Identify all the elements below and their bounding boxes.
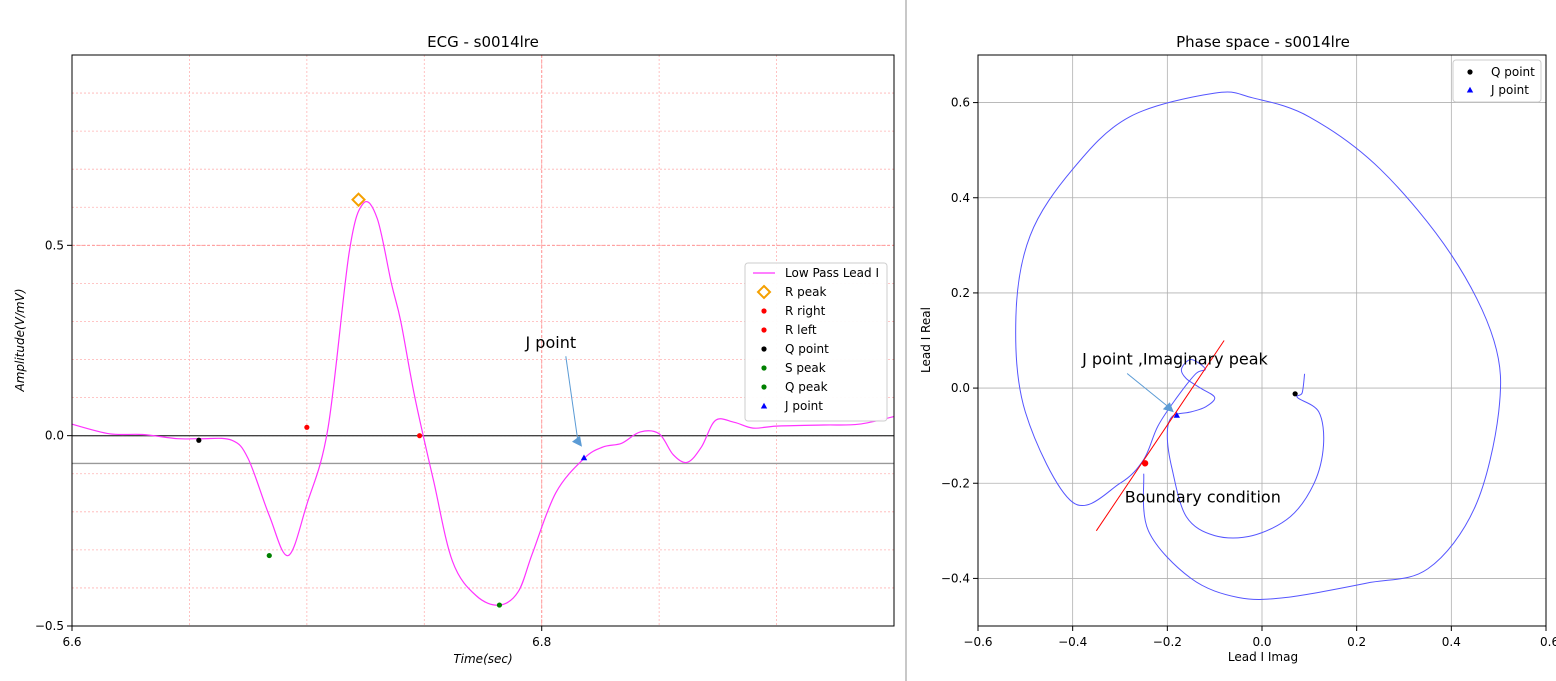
phase-title: Phase space - s0014lre (1176, 33, 1350, 51)
ecg-jpoint-annotation-text: J point (525, 333, 577, 352)
ecg-reference-lines (72, 434, 894, 465)
ecg-legend-swatch (761, 308, 767, 314)
ecg-marker-q-peak (496, 602, 503, 608)
phase-legend-swatch (1466, 86, 1474, 93)
phase-legend-box (1452, 59, 1542, 103)
ecg-legend-box (744, 262, 888, 422)
ecg-ylabel: Amplitude(V/mV) (13, 288, 27, 392)
ecg-xlabel: Time(sec) (453, 652, 512, 666)
phase-ytick-label: −0.2 (941, 476, 970, 490)
phase-xlabel: Lead I Imag (1228, 650, 1298, 664)
phase-marker-boundary-point (1141, 460, 1149, 467)
ecg-marker-q-point (196, 437, 202, 443)
ecg-ytick-label: 0.0 (45, 429, 64, 443)
phase-ytick-label: 0.6 (951, 96, 970, 110)
ecg-legend-swatch (761, 384, 767, 390)
ecg-legend-label: R peak (785, 285, 827, 299)
phase-xtick-label: 0.6 (1540, 635, 1556, 649)
phase-grid (978, 55, 1546, 626)
phase-legend-label: J point (1490, 83, 1529, 97)
ecg-title: ECG - s0014lre (427, 33, 539, 51)
phase-ytick-label: −0.4 (941, 571, 970, 585)
phase-xtick-label: 0.0 (1252, 635, 1271, 649)
phase-jpoint-annotation-text: J point ,Imaginary peak (1081, 350, 1268, 369)
phase-ytick-label: 0.4 (951, 191, 970, 205)
phase-boundary-annotation-text: Boundary condition (1125, 488, 1281, 507)
phase-annotations: J point ,Imaginary peak Boundary conditio… (1081, 350, 1281, 507)
ecg-signal-line (71, 201, 895, 606)
ecg-chart: ECG - s0014lre 6.6 6.8 0.5 0.0 −0.5 Time(se… (13, 33, 895, 666)
ecg-ytick-label: 0.5 (45, 238, 64, 252)
ecg-marker-j-point (580, 454, 588, 461)
boundary-line (1095, 340, 1225, 532)
phase-trajectory-line (1015, 91, 1502, 601)
ecg-legend-label: S peak (785, 361, 826, 375)
ecg-legend-label: J point (784, 399, 823, 413)
phase-xtick-label: −0.4 (1058, 635, 1087, 649)
ecg-y-ticks: 0.5 0.0 −0.5 (35, 238, 72, 633)
ecg-legend-label: Q peak (785, 380, 828, 394)
ecg-marker-r-peak (351, 192, 366, 208)
phase-marker-q-point (1292, 391, 1298, 397)
phase-x-ticks: −0.6 −0.4 −0.2 0.0 0.2 0.4 0.6 (963, 626, 1556, 649)
ecg-legend-swatch (756, 284, 772, 300)
phase-ytick-label: 0.2 (951, 286, 970, 300)
phase-ylabel: Lead I Real (919, 307, 933, 373)
ecg-legend: Low Pass Lead I R peak R right R left Q poin… (744, 262, 888, 422)
phase-xtick-label: −0.2 (1153, 635, 1182, 649)
ecg-legend-label: R right (785, 304, 826, 318)
phase-marker-j-point (1173, 412, 1180, 418)
phase-annotation-arrowhead (1162, 402, 1174, 413)
phase-xtick-label: 0.2 (1347, 635, 1366, 649)
phase-legend: Q point J point (1452, 59, 1542, 103)
ecg-annotation-arrowhead (571, 435, 582, 447)
ecg-markers (196, 192, 588, 608)
phase-markers (1141, 391, 1298, 467)
ecg-legend-swatch (761, 365, 767, 371)
ecg-annotation-arrow (565, 356, 579, 442)
ecg-legend-swatch (761, 327, 767, 333)
ecg-marker-r-left (416, 433, 423, 439)
ecg-marker-s-peak (266, 552, 272, 559)
phase-xtick-label: −0.6 (963, 635, 992, 649)
ecg-x-ticks: 6.6 6.8 (62, 626, 551, 649)
ecg-plot-frame (71, 54, 895, 627)
phase-ytick-label: 0.0 (951, 381, 970, 395)
ecg-annotation: J point (525, 333, 582, 447)
ecg-xtick-label: 6.6 (62, 635, 81, 649)
ecg-legend-swatch (761, 346, 767, 352)
phase-y-ticks: 0.6 0.4 0.2 0.0 −0.2 −0.4 (941, 96, 978, 585)
ecg-marker-r-right (304, 424, 310, 430)
ecg-legend-label: R left (785, 323, 817, 337)
phase-xtick-label: 0.4 (1442, 635, 1461, 649)
phase-annotation-arrow (1126, 373, 1170, 408)
phase-legend-label: Q point (1491, 65, 1535, 79)
phase-chart: Phase space - s0014lre −0.6 −0.4 −0.2 0.0 0.… (919, 33, 1556, 664)
ecg-legend-label: Low Pass Lead I (785, 266, 879, 280)
ecg-legend-swatch (760, 402, 768, 409)
ecg-legend-label: Q point (785, 342, 829, 356)
ecg-ytick-label: −0.5 (35, 619, 64, 633)
phase-legend-swatch (1467, 69, 1473, 75)
ecg-xtick-label: 6.8 (532, 635, 551, 649)
